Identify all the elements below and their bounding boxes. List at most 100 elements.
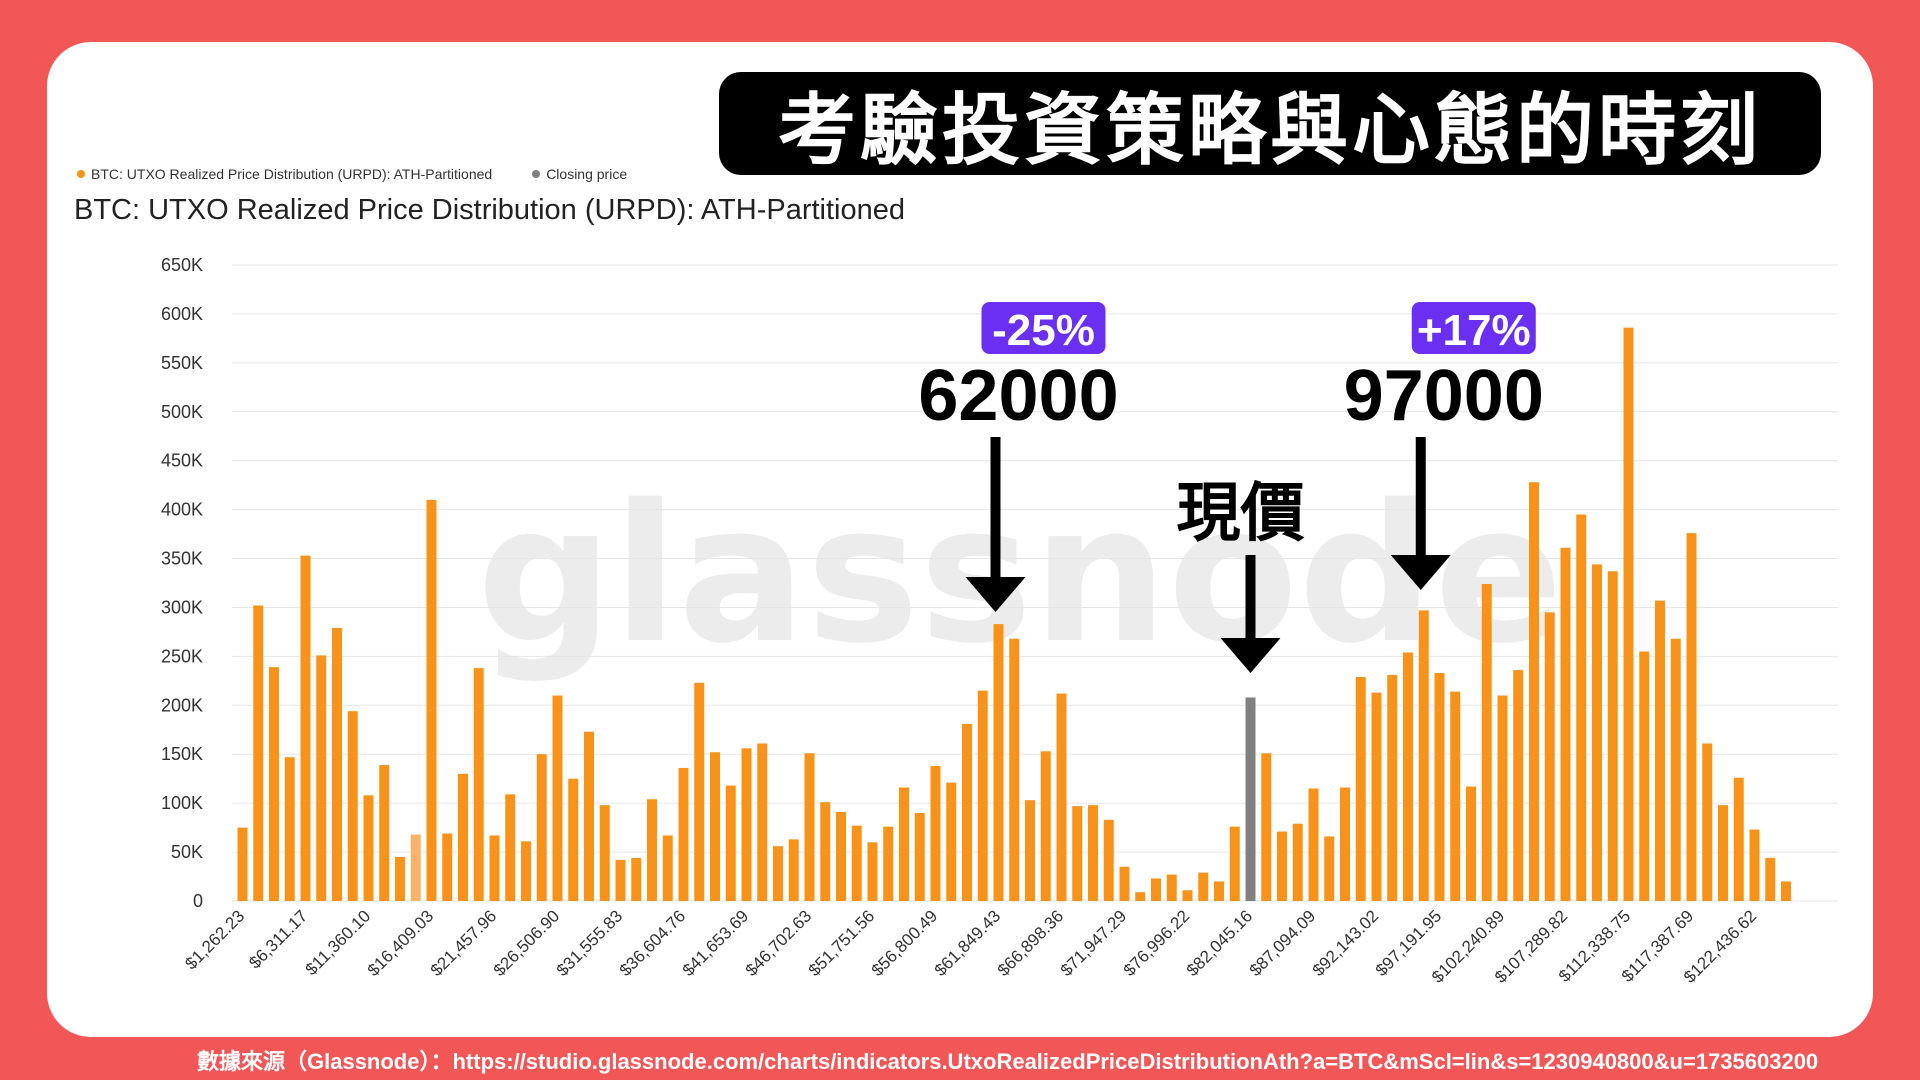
bar [1308,788,1319,901]
percent-badge [981,302,1106,354]
bar [977,690,988,901]
x-tick-label: $31,555.83 [553,906,627,980]
bar [1198,872,1209,901]
bar-closing-price [1245,697,1256,901]
bar [363,795,374,901]
bar [851,825,862,901]
y-tick-label: 150K [161,744,203,764]
bar [1355,676,1366,901]
bar [1151,878,1161,901]
legend-dot-orange-icon [77,170,85,178]
bar [1592,564,1602,901]
bar [395,856,405,901]
bar [1229,826,1240,901]
bar [647,799,657,901]
bar [773,846,783,901]
bar-highlighted [410,834,421,901]
bar [1749,829,1760,901]
bar [568,778,579,901]
bar [741,748,752,901]
bar [237,827,248,901]
y-tick-label: 350K [161,549,203,569]
bar [1718,805,1728,901]
legend-label-urpd: BTC: UTXO Realized Price Distribution (U… [91,166,493,182]
bar [1418,610,1429,901]
x-tick-label: $26,506.90 [490,906,564,980]
bar [1623,327,1634,901]
bar [1544,612,1555,901]
bar [836,811,846,901]
bar [914,812,925,901]
y-tick-label: 0 [193,891,203,911]
bar [788,839,799,901]
y-tick-label: 50K [171,842,203,862]
bar [1025,800,1035,901]
y-tick-label: 600K [161,304,203,324]
arrow-current-price-head [1220,638,1281,673]
arrow-97000-shaft [1415,437,1426,560]
bar [1466,786,1476,901]
y-tick-label: 400K [161,500,203,520]
bar [678,767,689,901]
bar [584,731,594,901]
glassnode-watermark: glassnode [477,464,1563,685]
x-tick-label: $82,045.16 [1183,906,1257,980]
price-level-label: 62000 [918,356,1118,436]
bar [694,682,705,901]
y-tick-label: 550K [161,353,203,373]
bar [962,723,972,901]
x-tick-label: $6,311.17 [245,906,311,972]
price-level-label: 97000 [1344,356,1544,436]
bar [505,794,516,901]
x-tick-label: $56,800.49 [868,906,942,980]
y-tick-label: 650K [161,255,203,275]
bar [1371,692,1382,901]
x-tick-label: $11,360.10 [302,906,375,979]
bar [332,628,342,901]
bar [300,555,311,901]
bar [1040,751,1051,901]
x-tick-label: $87,094.09 [1246,906,1320,980]
bar [1135,892,1146,901]
bar [1607,571,1618,901]
bar [521,841,531,901]
percent-badge-label: +17% [1417,306,1531,355]
bar [820,802,831,901]
legend-item-urpd[interactable]: BTC: UTXO Realized Price Distribution (U… [77,166,492,182]
x-tick-label: $61,849.43 [931,906,1005,980]
bar [883,826,894,901]
headline-banner: 考驗投資策略與心態的時刻 [719,72,1821,176]
bar [1387,674,1398,901]
current-price-label: 現價 [1177,477,1305,551]
bar [1733,777,1744,901]
bar [1481,583,1492,901]
bar [1166,874,1177,901]
bar [1434,673,1445,901]
bar [1560,547,1571,901]
data-source-footer: 數據來源（Glassnode）：https://studio.glassnode… [197,1049,1819,1074]
bar [1261,753,1272,901]
bar [1765,857,1776,901]
bar [1340,787,1350,901]
legend-item-closing-price[interactable]: Closing price [532,166,627,182]
y-tick-label: 300K [161,597,203,617]
arrow-current-price-shaft [1245,555,1256,643]
bar [662,835,673,901]
bar [379,764,390,901]
bar [1686,533,1697,901]
bar [599,805,610,901]
legend-dot-gray-icon [532,170,541,178]
bar [284,757,295,901]
bar [1119,866,1130,901]
bar [1702,743,1713,901]
bar [442,833,453,901]
bar [867,842,878,901]
x-tick-label: $41,653.69 [679,906,753,980]
bar [1056,693,1067,901]
bar [993,624,1004,901]
x-tick-label: $66,898.36 [994,906,1068,980]
bar [1670,638,1681,901]
bar [946,782,957,901]
x-tick-label: $16,409.03 [364,906,438,980]
